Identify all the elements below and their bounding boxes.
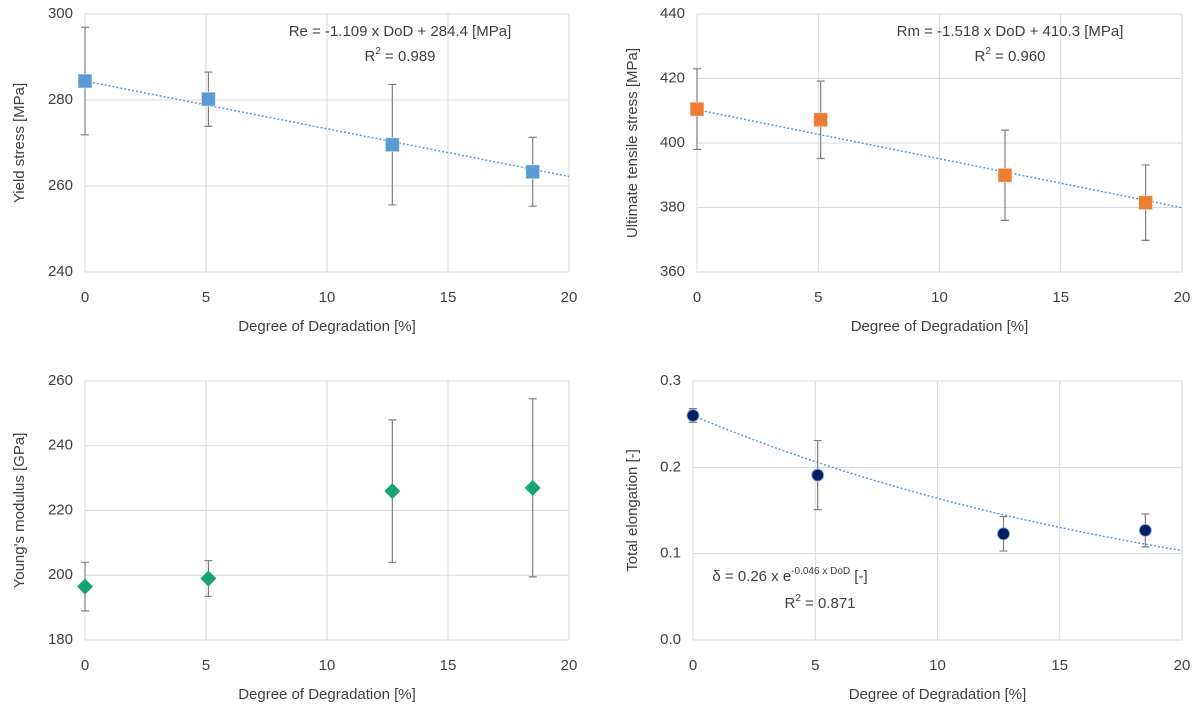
y-tick-label: 180 — [48, 631, 73, 648]
x-tick-label: 20 — [561, 657, 578, 674]
x-tick-label: 0 — [693, 289, 701, 306]
trendline — [692, 414, 1183, 552]
y-tick-label: 0.3 — [660, 372, 681, 389]
x-tick-label: 10 — [319, 657, 336, 674]
annotation-part: Rm = -1.518 x DoD + 410.3 [MPa] — [897, 23, 1124, 40]
y-tick-label: 280 — [48, 91, 73, 108]
y-axis-title: Ultimate tensile stress [MPa] — [624, 48, 641, 238]
x-tick-label: 20 — [1174, 289, 1191, 306]
annotation-part: δ = 0.26 x e — [712, 568, 791, 585]
annotation-part: R — [784, 595, 795, 612]
annotation-part: 2 — [375, 46, 381, 57]
marker — [997, 167, 1013, 183]
marker — [77, 73, 93, 89]
x-axis-title: Degree of Degradation [%] — [238, 318, 416, 335]
marker — [384, 137, 400, 153]
x-tick-label: 0 — [689, 657, 697, 674]
x-tick-label: 5 — [202, 289, 210, 306]
x-tick-label: 0 — [81, 289, 89, 306]
marker — [524, 479, 541, 496]
y-tick-label: 200 — [48, 566, 73, 583]
marker — [200, 570, 217, 587]
marker — [1138, 523, 1152, 537]
y-tick-label: 420 — [660, 69, 685, 86]
marker — [525, 164, 541, 180]
y-axis-title: Total elongation [-] — [624, 449, 641, 572]
x-axis-title: Degree of Degradation [%] — [851, 318, 1029, 335]
annotation: Rm = -1.518 x DoD + 410.3 [MPa] — [897, 23, 1124, 40]
marker — [997, 527, 1011, 541]
annotation-part: = 0.989 — [381, 48, 436, 65]
annotation: R2 = 0.871 — [784, 593, 855, 612]
marker — [77, 578, 93, 595]
annotation: R2 = 0.960 — [974, 46, 1045, 65]
x-tick-label: 20 — [1174, 657, 1191, 674]
x-tick-label: 15 — [1051, 657, 1068, 674]
y-tick-label: 260 — [48, 372, 73, 389]
annotation-part: -0.046 x DoD — [791, 566, 850, 577]
x-tick-label: 15 — [1052, 289, 1069, 306]
annotation-part: [-] — [850, 568, 868, 585]
x-tick-label: 10 — [319, 289, 336, 306]
x-tick-label: 15 — [440, 657, 457, 674]
x-tick-label: 10 — [931, 289, 948, 306]
x-tick-label: 15 — [440, 289, 457, 306]
y-tick-label: 0.1 — [660, 545, 681, 562]
marker — [811, 468, 825, 482]
annotation: R2 = 0.989 — [364, 46, 435, 65]
annotation: δ = 0.26 x e-0.046 x DoD [-] — [712, 566, 867, 585]
x-axis-title: Degree of Degradation [%] — [238, 686, 416, 703]
y-axis-title: Young's modulus [GPa] — [11, 433, 28, 589]
y-axis-title: Yield stress [MPa] — [11, 83, 28, 203]
x-tick-label: 5 — [202, 657, 210, 674]
x-tick-label: 20 — [561, 289, 578, 306]
x-tick-label: 10 — [929, 657, 946, 674]
annotation-part: = 0.871 — [801, 595, 856, 612]
marker — [686, 409, 700, 423]
marker — [200, 91, 216, 107]
y-tick-label: 240 — [48, 263, 73, 280]
x-tick-label: 0 — [81, 657, 89, 674]
y-tick-label: 300 — [48, 5, 73, 22]
y-tick-label: 0.0 — [660, 631, 681, 648]
x-axis-title: Degree of Degradation [%] — [849, 686, 1027, 703]
x-tick-label: 5 — [811, 657, 819, 674]
annotation-part: 2 — [985, 46, 991, 57]
y-tick-label: 260 — [48, 177, 73, 194]
y-tick-label: 380 — [660, 198, 685, 215]
x-tick-label: 5 — [814, 289, 822, 306]
marker — [813, 112, 829, 128]
annotation-part: = 0.960 — [991, 48, 1046, 65]
y-tick-label: 440 — [660, 5, 685, 22]
annotation-part: Re = -1.109 x DoD + 284.4 [MPa] — [289, 23, 512, 40]
marker — [689, 101, 705, 117]
marker — [384, 483, 401, 500]
y-tick-label: 360 — [660, 263, 685, 280]
marker — [1138, 195, 1154, 211]
y-tick-label: 220 — [48, 501, 73, 518]
trendline — [696, 109, 1183, 209]
y-tick-label: 240 — [48, 437, 73, 454]
y-tick-label: 0.2 — [660, 458, 681, 475]
annotation-part: R — [974, 48, 985, 65]
y-tick-label: 400 — [660, 134, 685, 151]
annotation: Re = -1.109 x DoD + 284.4 [MPa] — [289, 23, 512, 40]
annotation-part: R — [364, 48, 375, 65]
annotation-part: 2 — [795, 593, 801, 604]
